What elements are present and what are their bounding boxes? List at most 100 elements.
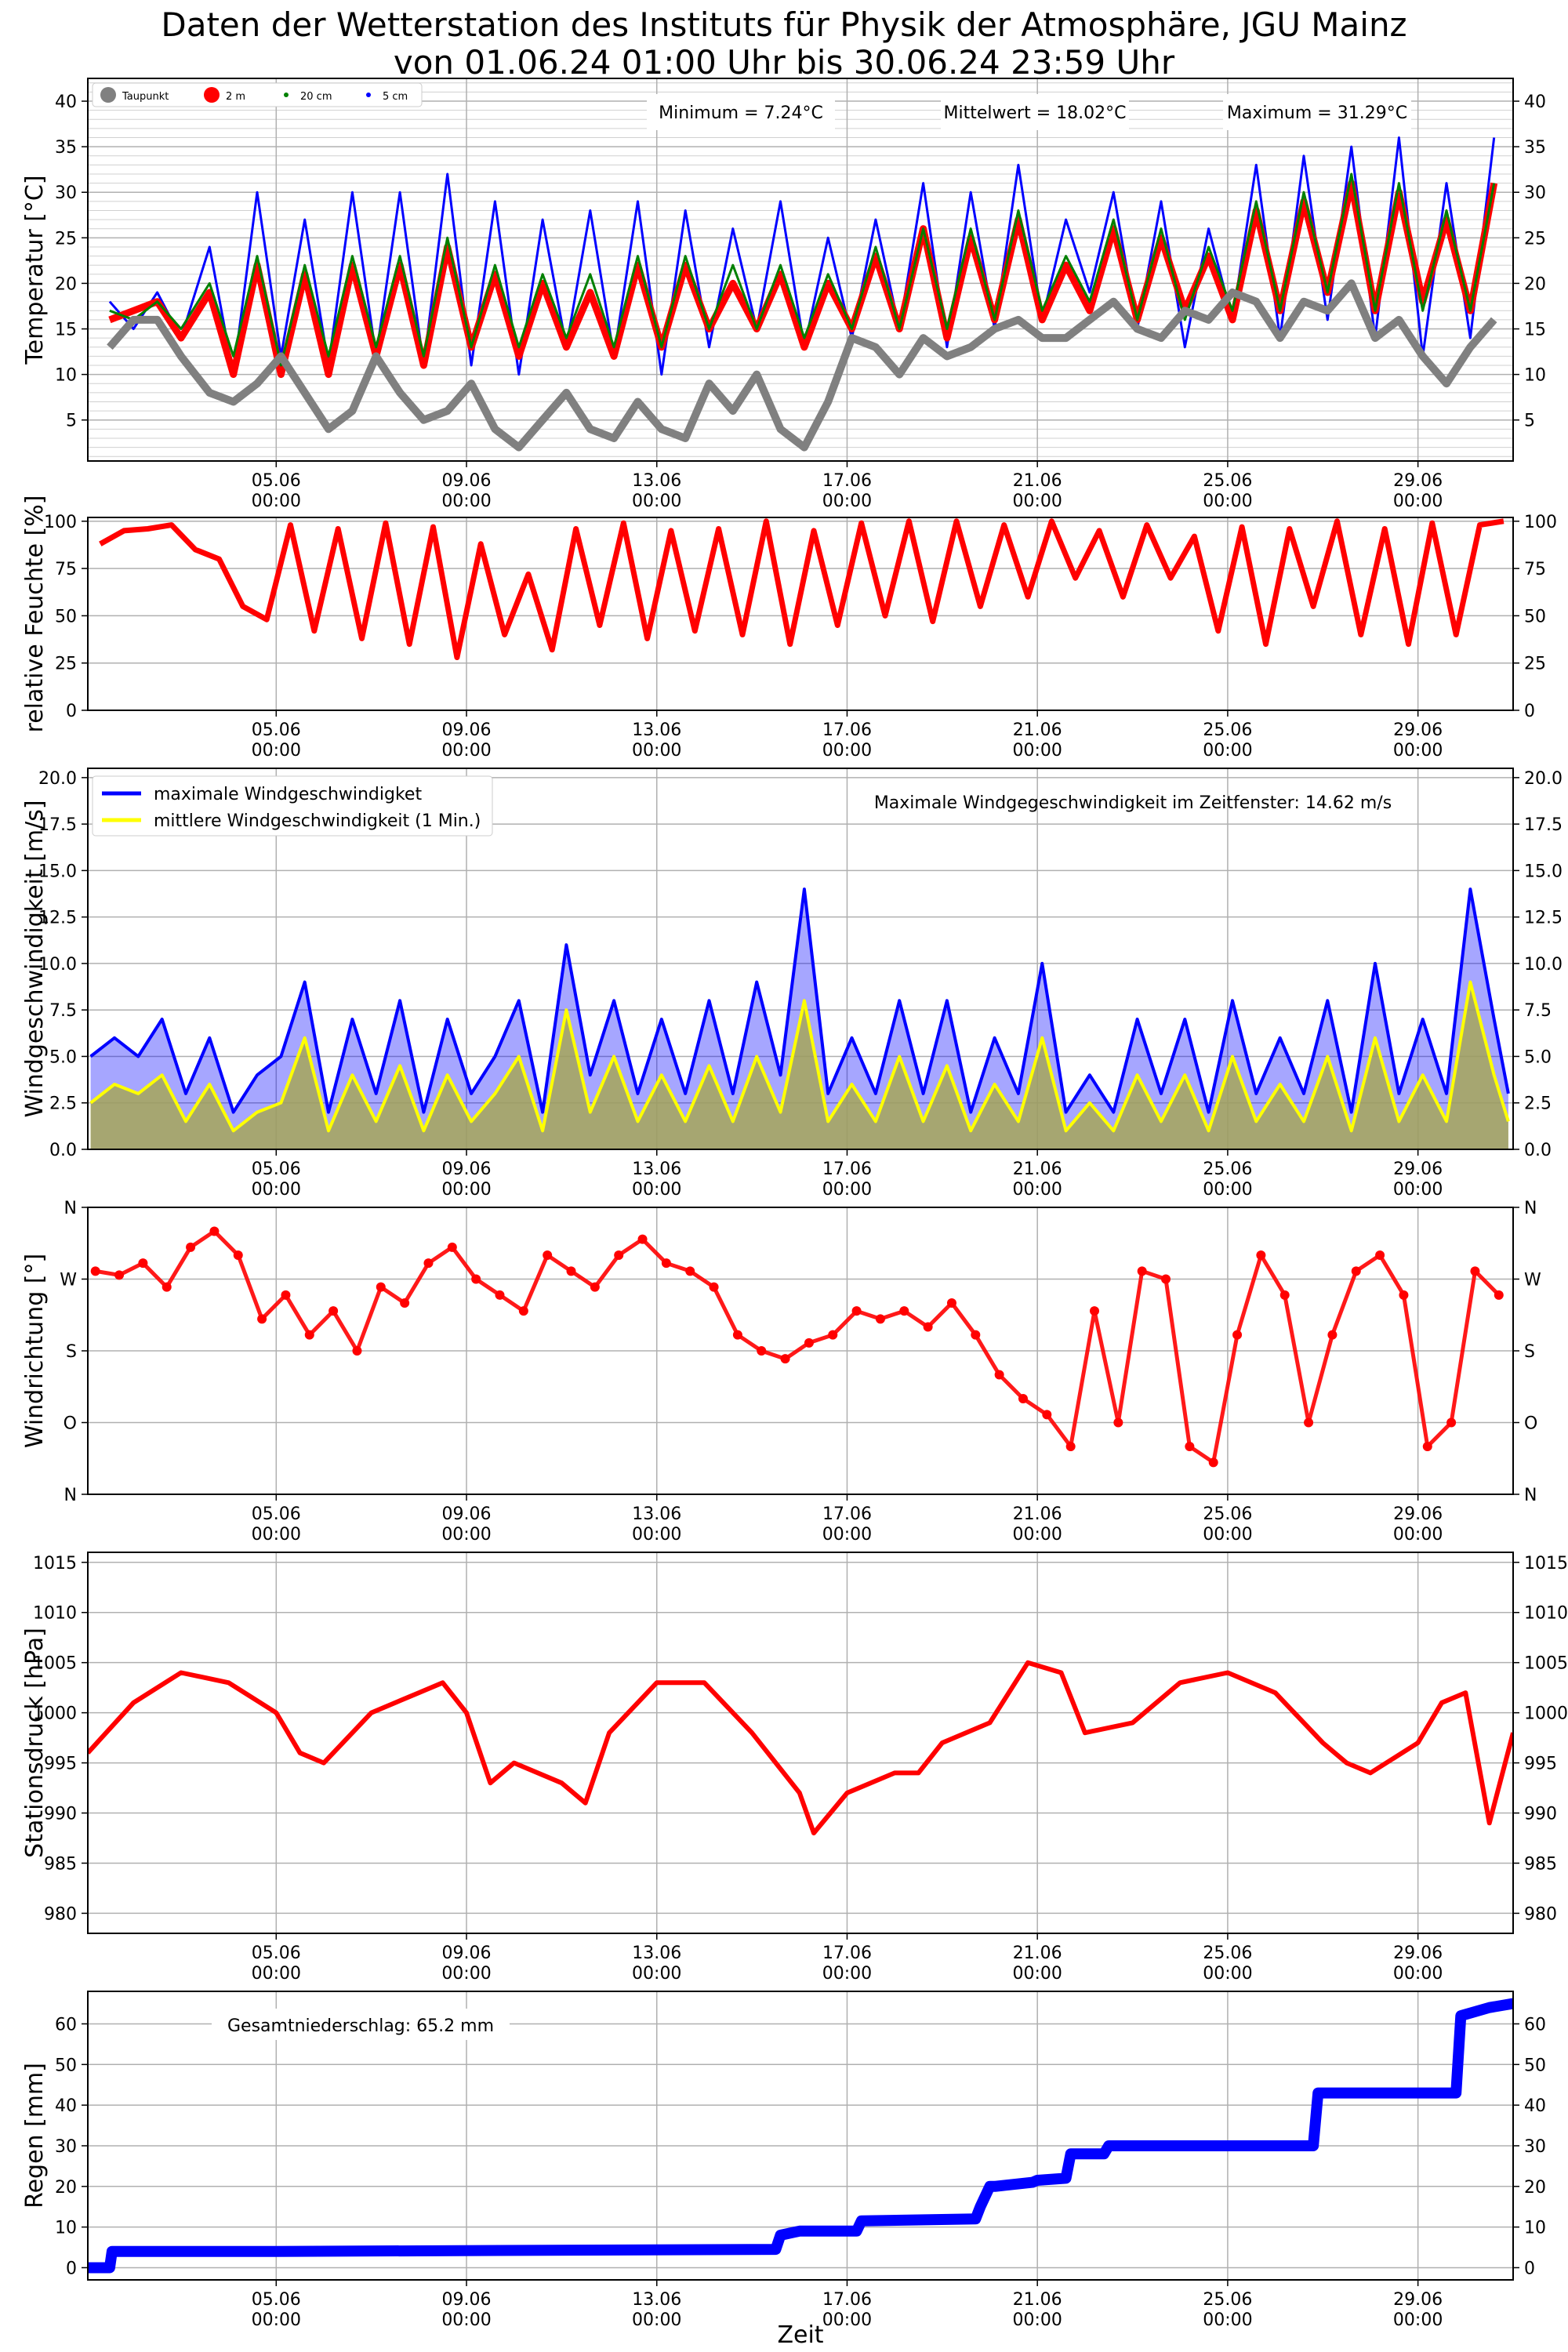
legend-box	[92, 82, 423, 107]
x-tick-label-date: 05.06	[252, 1944, 301, 1963]
y-axis-label: Stationsdruck [hPa]	[21, 1628, 49, 1858]
series-group	[88, 1660, 1513, 1836]
data-point	[114, 1270, 125, 1280]
axes-frame	[87, 517, 1514, 711]
legend-box	[92, 775, 493, 837]
annotation-box	[212, 2009, 510, 2040]
data-point	[709, 1282, 719, 1292]
y-tick-label-right: 1000	[1524, 1704, 1568, 1724]
y-tick-label-left: 30	[55, 183, 77, 203]
series-group	[90, 1226, 1504, 1468]
series-group	[89, 887, 1510, 1149]
y-tick-label-right: 100	[1524, 513, 1557, 532]
x-tick-label-date: 29.06	[1393, 1944, 1443, 1963]
data-point	[923, 1322, 933, 1332]
annotation-text: Minimum = 7.24°C	[659, 103, 823, 123]
data-point	[566, 1266, 576, 1276]
data-point	[1422, 1442, 1432, 1451]
series-line	[88, 1660, 1513, 1836]
data-point	[994, 1370, 1004, 1380]
y-tick-label-left: 7.5	[49, 1001, 77, 1021]
y-tick-label-right: 1015	[1524, 1554, 1568, 1573]
y-tick-label-left: 990	[44, 1805, 77, 1824]
legend-label: 5 cm	[383, 91, 408, 103]
x-tick-label-date: 29.06	[1393, 720, 1443, 740]
x-tick-label-time: 00:00	[1203, 492, 1252, 511]
data-point	[304, 1330, 314, 1340]
data-point	[614, 1250, 624, 1260]
legend-label: 2 m	[226, 91, 245, 103]
y-tick-label-right: 17.5	[1524, 815, 1563, 835]
x-tick-label-time: 00:00	[252, 741, 301, 760]
y-tick-label-left: 0.0	[49, 1141, 77, 1160]
x-tick-label-time: 00:00	[252, 2310, 301, 2330]
data-point	[899, 1306, 909, 1316]
x-tick-label-time: 00:00	[441, 1180, 491, 1200]
data-point	[1018, 1394, 1028, 1403]
data-point	[1137, 1266, 1147, 1276]
x-tick-label-date: 21.06	[1013, 2290, 1062, 2310]
y-tick-label-right: O	[1524, 1414, 1537, 1434]
y-tick-label-left: 20	[55, 2178, 77, 2198]
y-tick-label-left: 2.5	[49, 1094, 77, 1114]
x-tick-label-time: 00:00	[632, 1964, 681, 1984]
annotation-text: Gesamtniederschlag: 65.2 mm	[227, 2016, 494, 2036]
annotation-text: Mittelwert = 18.02°C	[944, 103, 1127, 123]
y-tick-label-left: 20.0	[38, 769, 77, 789]
x-tick-label-date: 13.06	[632, 1504, 681, 1524]
legend-marker	[100, 87, 116, 103]
y-tick-label-left: 0	[66, 702, 77, 721]
x-tick-label-time: 00:00	[632, 2310, 681, 2330]
series-line	[89, 887, 1510, 1114]
x-tick-label-date: 25.06	[1203, 1504, 1252, 1524]
legend-label: Taupunkt	[122, 91, 169, 103]
y-axis-label: Windrichtung [°]	[21, 1254, 49, 1448]
y-tick-label-right: 20	[1524, 274, 1546, 294]
y-tick-label-left: 17.5	[38, 815, 77, 835]
data-point	[1399, 1290, 1409, 1300]
annotation-text: Maximale Windgegeschwindigkeit im Zeitfe…	[874, 793, 1392, 813]
y-tick-label-right: S	[1524, 1342, 1535, 1362]
y-tick-label-right: 1010	[1524, 1604, 1568, 1624]
data-point	[1279, 1290, 1290, 1300]
data-point	[1232, 1330, 1243, 1340]
x-tick-label-time: 00:00	[1203, 741, 1252, 760]
data-point	[1042, 1410, 1052, 1420]
legend-marker	[366, 93, 371, 97]
data-point	[1208, 1457, 1218, 1468]
x-tick-label-date: 13.06	[632, 720, 681, 740]
x-tick-label-date: 17.06	[822, 720, 872, 740]
y-tick-label-right: 995	[1524, 1755, 1557, 1774]
y-tick-label-left: N	[64, 1199, 77, 1218]
data-point	[1256, 1250, 1266, 1260]
panel-wind_direction: N NO OS SW WN N05.0600:0009.0600:0013.0600:00…	[21, 1199, 1541, 1544]
y-tick-label-right: 30	[1524, 2137, 1546, 2157]
y-tick-label-right: 50	[1524, 607, 1546, 626]
y-axis-label: Regen [mm]	[21, 2063, 49, 2209]
y-tick-label-right: 10	[1524, 2219, 1546, 2238]
data-point	[281, 1290, 291, 1300]
axes-frame	[87, 1552, 1514, 1934]
y-tick-label-right: 20	[1524, 2178, 1546, 2198]
x-tick-label-time: 00:00	[1393, 492, 1443, 511]
annotation-box	[1223, 94, 1411, 130]
y-tick-label-right: N	[1524, 1486, 1537, 1505]
data-point	[471, 1274, 481, 1284]
x-tick-label-date: 17.06	[822, 1160, 872, 1179]
data-point	[661, 1258, 671, 1269]
y-tick-label-left: S	[66, 1342, 77, 1362]
axes-frame	[87, 1207, 1514, 1495]
y-tick-label-right: N	[1524, 1199, 1537, 1218]
y-tick-label-left: 10	[55, 366, 77, 386]
data-point	[186, 1242, 196, 1252]
data-point	[543, 1250, 553, 1260]
title-line-1: Daten der Wetterstation des Instituts fü…	[161, 5, 1407, 44]
panel-pressure: 980 980 985 985 990 990 995 995 1000 1000 1005 1005…	[21, 1552, 1568, 1984]
x-tick-label-time: 00:00	[441, 492, 491, 511]
y-tick-label-left: 75	[55, 560, 77, 579]
y-tick-label-right: 35	[1524, 138, 1546, 158]
data-point	[447, 1242, 457, 1252]
y-tick-label-left: 15	[55, 321, 77, 340]
y-tick-label-right: 25	[1524, 655, 1546, 674]
y-tick-label-right: 5	[1524, 412, 1535, 431]
